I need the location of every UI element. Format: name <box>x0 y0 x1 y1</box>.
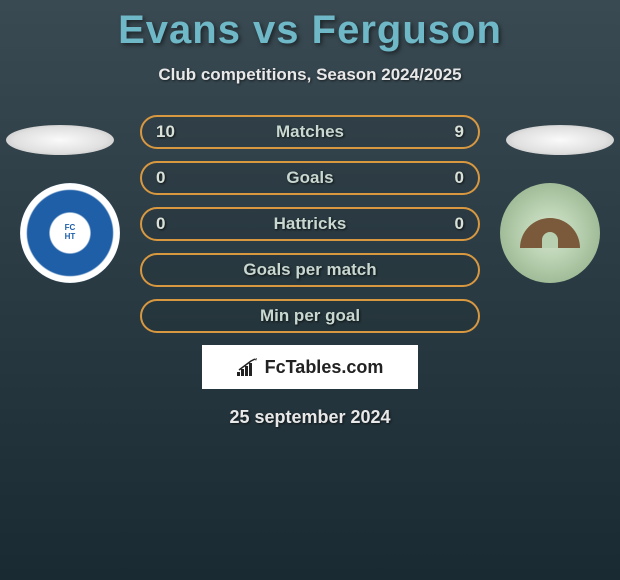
stat-label: Hattricks <box>142 214 478 234</box>
stat-label: Min per goal <box>142 306 478 326</box>
stat-row-goals: 0 Goals 0 <box>140 161 480 195</box>
stat-value-right: 0 <box>455 214 464 234</box>
stat-label: Goals <box>142 168 478 188</box>
stat-value-left: 10 <box>156 122 175 142</box>
chart-icon <box>237 358 259 376</box>
page-title: Evans vs Ferguson <box>0 0 620 53</box>
stat-row-hattricks: 0 Hattricks 0 <box>140 207 480 241</box>
stat-label: Goals per match <box>142 260 478 280</box>
player-left-portrait <box>6 125 114 155</box>
club-badge-left: FCHT <box>20 183 120 283</box>
stat-row-matches: 10 Matches 9 <box>140 115 480 149</box>
stat-row-goals-per-match: Goals per match <box>140 253 480 287</box>
date-text: 25 september 2024 <box>0 407 620 428</box>
player-right-portrait <box>506 125 614 155</box>
brand-text: FcTables.com <box>265 357 384 378</box>
stat-value-left: 0 <box>156 214 165 234</box>
subtitle: Club competitions, Season 2024/2025 <box>0 65 620 85</box>
comparison-panel: FCHT 10 Matches 9 0 Goals 0 0 Hattricks … <box>0 115 620 428</box>
stat-value-right: 0 <box>455 168 464 188</box>
stat-value-right: 9 <box>455 122 464 142</box>
club-badge-right <box>500 183 600 283</box>
stats-list: 10 Matches 9 0 Goals 0 0 Hattricks 0 Goa… <box>140 115 480 333</box>
opponent-badge-icon <box>500 183 600 283</box>
stat-label: Matches <box>142 122 478 142</box>
halifax-badge-icon: FCHT <box>20 183 120 283</box>
stat-value-left: 0 <box>156 168 165 188</box>
stat-row-min-per-goal: Min per goal <box>140 299 480 333</box>
brand-attribution[interactable]: FcTables.com <box>202 345 418 389</box>
